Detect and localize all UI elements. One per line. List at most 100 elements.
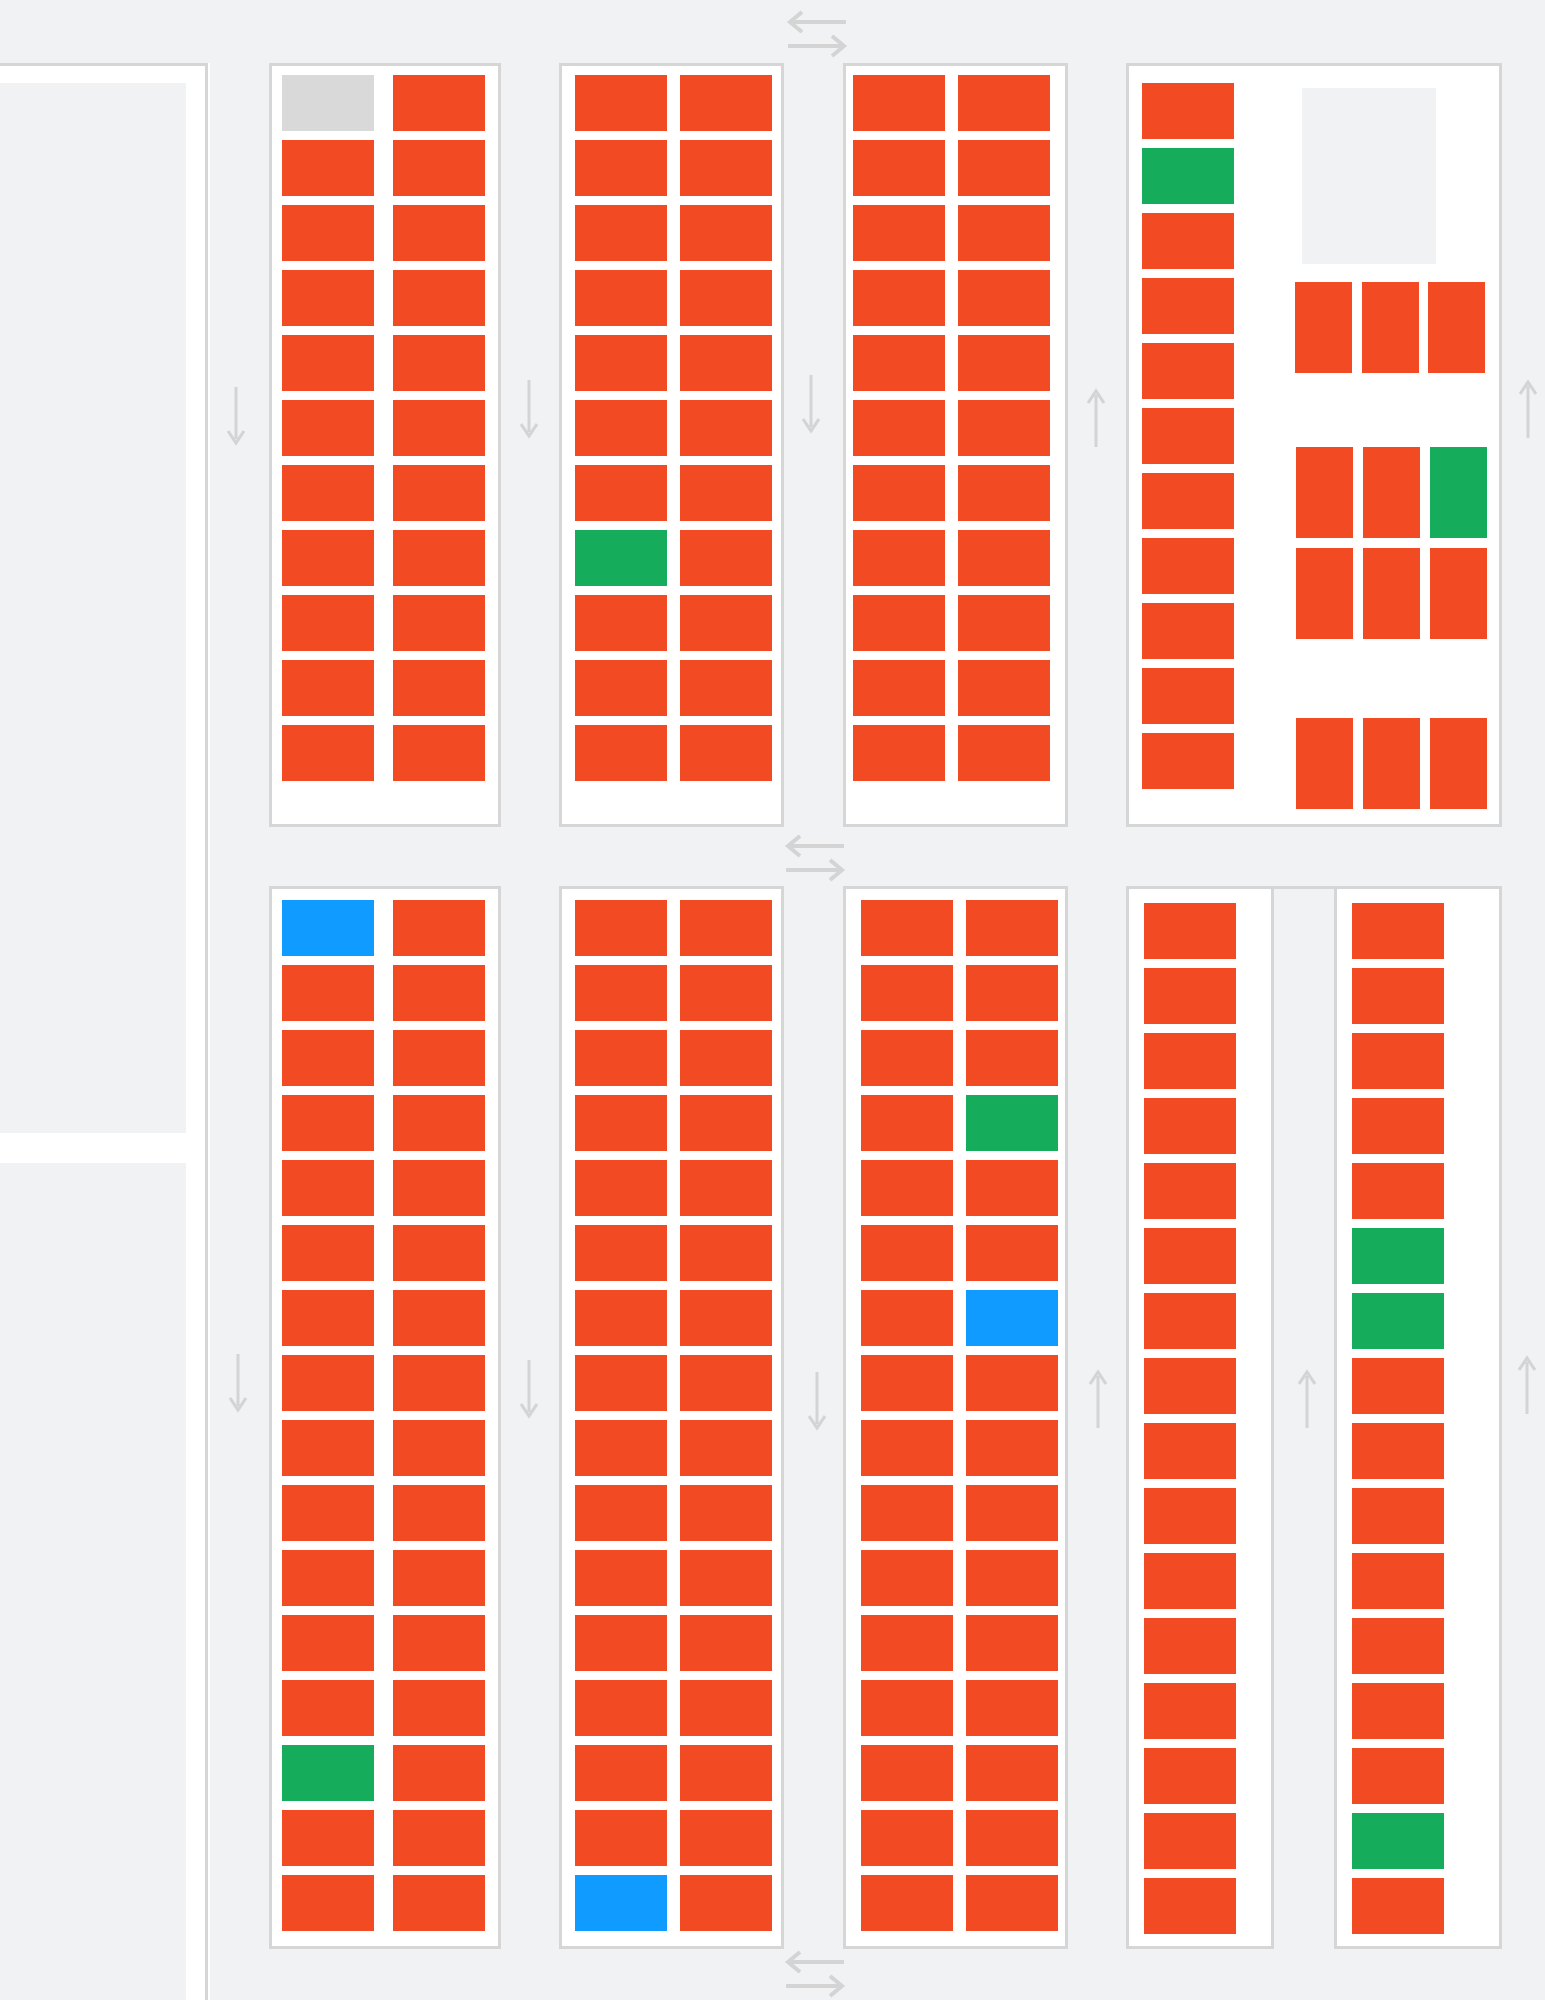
parking-slot-occupied[interactable] [1352,1618,1444,1674]
parking-slot-occupied[interactable] [966,1615,1058,1671]
parking-slot-occupied[interactable] [853,140,945,196]
parking-slot-occupied[interactable] [680,725,772,781]
parking-slot-available[interactable] [1142,148,1234,204]
parking-slot-occupied[interactable] [575,1615,667,1671]
parking-slot-occupied[interactable] [393,1810,485,1866]
parking-slot-reserved[interactable] [282,900,374,956]
parking-slot-occupied[interactable] [853,465,945,521]
parking-slot-occupied[interactable] [861,1745,953,1801]
parking-slot-occupied[interactable] [1144,1293,1236,1349]
parking-slot-occupied[interactable] [1352,903,1444,959]
parking-slot-available[interactable] [282,1745,374,1801]
parking-slot-occupied[interactable] [680,400,772,456]
parking-slot-occupied[interactable] [966,1355,1058,1411]
parking-slot-occupied[interactable] [282,205,374,261]
parking-slot-occupied[interactable] [575,400,667,456]
parking-slot-occupied[interactable] [958,335,1050,391]
parking-slot-occupied[interactable] [966,1875,1058,1931]
parking-slot-occupied[interactable] [393,725,485,781]
parking-slot-occupied[interactable] [282,1160,374,1216]
parking-slot-occupied[interactable] [575,965,667,1021]
parking-slot-reserved[interactable] [966,1290,1058,1346]
parking-slot-occupied[interactable] [1363,718,1420,809]
parking-slot-available[interactable] [575,530,667,586]
parking-slot-occupied[interactable] [853,400,945,456]
parking-slot-available[interactable] [1352,1293,1444,1349]
parking-slot-occupied[interactable] [1352,1358,1444,1414]
parking-slot-occupied[interactable] [575,1355,667,1411]
parking-slot-occupied[interactable] [393,965,485,1021]
parking-slot-occupied[interactable] [1363,447,1420,538]
parking-slot-occupied[interactable] [1142,213,1234,269]
parking-slot-occupied[interactable] [680,595,772,651]
parking-slot-occupied[interactable] [1144,1358,1236,1414]
parking-slot-occupied[interactable] [958,140,1050,196]
parking-slot-occupied[interactable] [1352,1163,1444,1219]
parking-slot-occupied[interactable] [680,1160,772,1216]
parking-slot-occupied[interactable] [393,1290,485,1346]
parking-slot-occupied[interactable] [1352,1488,1444,1544]
parking-slot-occupied[interactable] [1295,282,1352,373]
parking-slot-occupied[interactable] [680,1485,772,1541]
parking-slot-occupied[interactable] [393,1615,485,1671]
parking-slot-occupied[interactable] [575,1680,667,1736]
parking-slot-occupied[interactable] [861,1160,953,1216]
parking-slot-occupied[interactable] [1428,282,1485,373]
parking-slot-disabled[interactable] [282,75,374,131]
parking-slot-occupied[interactable] [393,1355,485,1411]
parking-slot-occupied[interactable] [680,75,772,131]
parking-slot-occupied[interactable] [1142,473,1234,529]
parking-slot-occupied[interactable] [853,660,945,716]
parking-slot-occupied[interactable] [1142,278,1234,334]
parking-slot-occupied[interactable] [1144,1098,1236,1154]
parking-slot-occupied[interactable] [1352,1423,1444,1479]
parking-slot-occupied[interactable] [861,1550,953,1606]
parking-slot-occupied[interactable] [1296,447,1353,538]
parking-slot-occupied[interactable] [680,1875,772,1931]
parking-slot-occupied[interactable] [575,1810,667,1866]
parking-slot-occupied[interactable] [1144,1228,1236,1284]
parking-slot-occupied[interactable] [680,140,772,196]
parking-slot-occupied[interactable] [282,1420,374,1476]
parking-slot-occupied[interactable] [1352,1878,1444,1934]
parking-slot-occupied[interactable] [282,660,374,716]
parking-slot-occupied[interactable] [282,530,374,586]
parking-slot-occupied[interactable] [861,1485,953,1541]
parking-slot-occupied[interactable] [575,1095,667,1151]
parking-slot-occupied[interactable] [393,75,485,131]
parking-slot-occupied[interactable] [575,1030,667,1086]
parking-slot-occupied[interactable] [393,465,485,521]
parking-slot-occupied[interactable] [1142,668,1234,724]
parking-slot-occupied[interactable] [861,1420,953,1476]
parking-slot-occupied[interactable] [393,1485,485,1541]
parking-slot-occupied[interactable] [282,1875,374,1931]
parking-slot-occupied[interactable] [861,900,953,956]
parking-slot-occupied[interactable] [282,1095,374,1151]
parking-slot-occupied[interactable] [282,270,374,326]
parking-slot-occupied[interactable] [853,270,945,326]
parking-slot-occupied[interactable] [958,400,1050,456]
parking-slot-occupied[interactable] [393,530,485,586]
parking-slot-occupied[interactable] [861,1225,953,1281]
parking-slot-occupied[interactable] [575,335,667,391]
parking-slot-occupied[interactable] [1144,1033,1236,1089]
parking-slot-occupied[interactable] [680,900,772,956]
parking-slot-occupied[interactable] [575,1420,667,1476]
parking-slot-occupied[interactable] [393,660,485,716]
parking-slot-occupied[interactable] [861,1355,953,1411]
parking-slot-occupied[interactable] [575,1225,667,1281]
parking-slot-occupied[interactable] [861,1030,953,1086]
parking-slot-occupied[interactable] [1352,1553,1444,1609]
parking-slot-occupied[interactable] [1362,282,1419,373]
parking-slot-occupied[interactable] [1142,538,1234,594]
parking-slot-occupied[interactable] [575,1550,667,1606]
parking-slot-occupied[interactable] [853,530,945,586]
parking-slot-occupied[interactable] [680,1680,772,1736]
parking-slot-occupied[interactable] [282,1550,374,1606]
parking-slot-occupied[interactable] [393,1420,485,1476]
parking-slot-occupied[interactable] [282,595,374,651]
parking-slot-occupied[interactable] [680,205,772,261]
parking-slot-occupied[interactable] [680,1420,772,1476]
parking-slot-occupied[interactable] [393,1225,485,1281]
parking-slot-available[interactable] [1352,1813,1444,1869]
